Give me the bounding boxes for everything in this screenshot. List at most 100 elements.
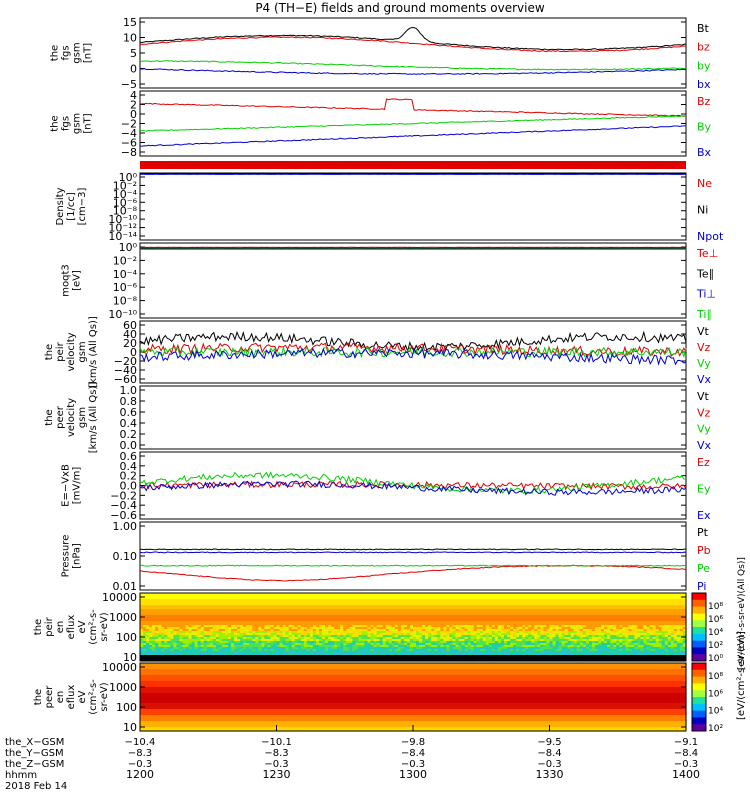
heatmap-cell bbox=[358, 595, 363, 598]
heatmap-cell bbox=[573, 609, 578, 612]
heatmap-cell bbox=[598, 617, 602, 620]
heatmap-cell bbox=[409, 613, 414, 616]
heatmap-cell bbox=[303, 613, 308, 616]
heatmap-cell bbox=[428, 613, 432, 616]
heatmap-cell bbox=[455, 625, 460, 628]
heatmap-cell bbox=[598, 603, 602, 606]
heatmap-cell bbox=[249, 605, 253, 608]
heatmap-cell bbox=[625, 593, 629, 596]
heatmap-cell bbox=[631, 609, 636, 612]
heatmap-cell bbox=[294, 613, 299, 616]
heatmap-cell bbox=[497, 595, 502, 598]
heatmap-cell bbox=[167, 625, 171, 628]
heatmap-cell bbox=[497, 603, 502, 606]
heatmap-cell bbox=[237, 597, 241, 600]
heatmap-cell bbox=[406, 595, 411, 598]
heatmap-cell bbox=[155, 625, 159, 628]
legend-Vx: Vx bbox=[697, 373, 712, 386]
heatmap-cell bbox=[200, 599, 205, 602]
heatmap-cell bbox=[306, 593, 311, 596]
heatmap-cell bbox=[325, 599, 329, 602]
heatmap-cell bbox=[670, 613, 675, 616]
heatmap-cell bbox=[379, 597, 384, 600]
heatmap-cell bbox=[473, 615, 478, 618]
heatmap-cell bbox=[449, 603, 454, 606]
heatmap-cell bbox=[240, 605, 244, 608]
heatmap-cell bbox=[179, 607, 184, 610]
heatmap-cell bbox=[649, 623, 654, 626]
heatmap-cell bbox=[382, 621, 387, 624]
heatmap-cell bbox=[670, 593, 675, 596]
heatmap-cell bbox=[261, 621, 265, 624]
heatmap-cell bbox=[464, 607, 469, 610]
heatmap-cell bbox=[400, 625, 405, 628]
heatmap-cell bbox=[479, 613, 484, 616]
heatmap-cell bbox=[464, 605, 469, 608]
heatmap-cell bbox=[440, 599, 444, 602]
heatmap-cell bbox=[585, 613, 590, 616]
heatmap-cell bbox=[488, 595, 493, 598]
heatmap-cell bbox=[504, 617, 508, 620]
heatmap-cell bbox=[461, 603, 466, 606]
heatmap-cell bbox=[467, 625, 472, 628]
heatmap-cell bbox=[494, 597, 499, 600]
heatmap-cell bbox=[176, 617, 181, 620]
heatmap-cell bbox=[203, 605, 208, 608]
heatmap-cell bbox=[370, 599, 375, 602]
heatmap-cell bbox=[367, 593, 372, 596]
heatmap-cell bbox=[567, 611, 572, 614]
heatmap-cell bbox=[440, 625, 444, 628]
heatmap-cell bbox=[476, 623, 481, 626]
heatmap-cell bbox=[607, 599, 611, 602]
heatmap-cell bbox=[331, 603, 335, 606]
heatmap-cell bbox=[491, 621, 496, 624]
heatmap-cell bbox=[461, 597, 466, 600]
heatmap-cell bbox=[470, 595, 475, 598]
heatmap-cell bbox=[561, 611, 566, 614]
heatmap-cell bbox=[658, 597, 663, 600]
heatmap-cell bbox=[419, 595, 423, 598]
y-label-line: the bbox=[50, 45, 61, 61]
heatmap-cell bbox=[197, 593, 202, 596]
heatmap-cell bbox=[564, 595, 569, 598]
heatmap-cell bbox=[252, 611, 256, 614]
legend-Vz: Vz bbox=[697, 406, 711, 419]
heatmap-cell bbox=[367, 613, 372, 616]
heatmap-cell bbox=[646, 609, 651, 612]
heatmap-cell bbox=[601, 601, 605, 604]
heatmap-cell bbox=[443, 621, 447, 624]
heatmap-cell bbox=[182, 615, 187, 618]
heatmap-cell bbox=[416, 601, 420, 604]
heatmap-cell bbox=[376, 613, 381, 616]
heatmap-cell bbox=[221, 623, 226, 626]
heatmap-cell bbox=[622, 609, 626, 612]
heatmap-cell bbox=[576, 599, 581, 602]
heatmap-cell bbox=[273, 599, 278, 602]
heatmap-cell bbox=[488, 615, 493, 618]
heatmap-cell bbox=[476, 605, 481, 608]
heatmap-cell bbox=[607, 611, 611, 614]
heatmap-cell bbox=[667, 607, 672, 610]
heatmap-cell bbox=[158, 609, 162, 612]
heatmap-cell bbox=[591, 611, 596, 614]
heatmap-cell bbox=[221, 607, 226, 610]
heatmap-cell bbox=[373, 599, 378, 602]
heatmap-cell bbox=[206, 619, 211, 622]
heatmap-cell bbox=[334, 597, 338, 600]
heatmap-cell bbox=[240, 599, 244, 602]
heatmap-cell bbox=[622, 623, 626, 626]
heatmap-cell bbox=[598, 599, 602, 602]
heatmap-cell bbox=[482, 609, 487, 612]
heatmap-cell bbox=[303, 597, 308, 600]
heatmap-cell bbox=[212, 593, 217, 596]
heatmap-cell bbox=[325, 619, 329, 622]
heatmap-cell bbox=[661, 617, 666, 620]
heatmap-cell bbox=[406, 599, 411, 602]
heatmap-cell bbox=[470, 597, 475, 600]
heatmap-cell bbox=[152, 617, 156, 620]
heatmap-cell bbox=[188, 601, 193, 604]
heatmap-cell bbox=[655, 595, 660, 598]
heatmap-cell bbox=[209, 607, 214, 610]
